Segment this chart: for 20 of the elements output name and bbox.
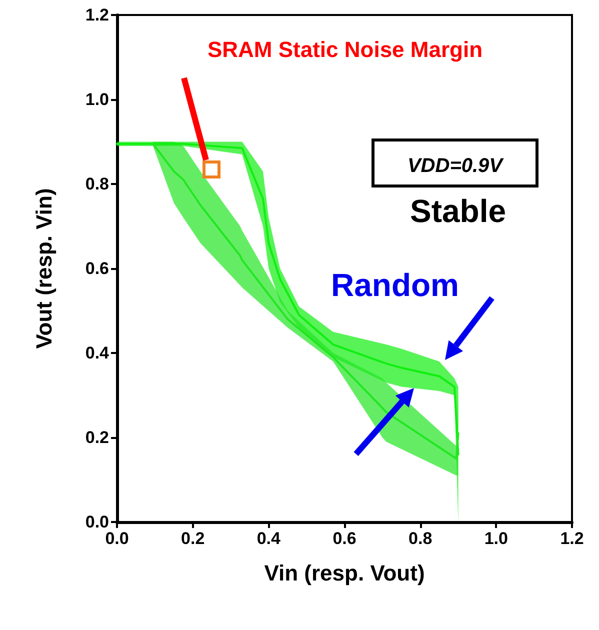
- y-tick-label: 1.2: [85, 6, 109, 24]
- annotation: Random: [331, 267, 459, 303]
- annotation: Stable: [410, 193, 506, 229]
- y-axis-title: Vout (resp. Vin): [32, 188, 56, 349]
- x-tick-label: 0.8: [408, 529, 432, 548]
- y-tick-label: 1.0: [85, 90, 109, 109]
- y-tick-label: 0.0: [85, 512, 109, 532]
- x-tick-label: 1.2: [560, 529, 584, 548]
- x-tick-label: 1.0: [484, 529, 508, 548]
- x-tick-label: 0.4: [256, 529, 282, 548]
- x-tick-label: 0.0: [105, 529, 129, 548]
- x-axis-title: Vin (resp. Vout): [264, 560, 425, 586]
- y-tick-label: 0.6: [85, 259, 109, 278]
- annotation: SRAM Static Noise Margin: [207, 37, 483, 62]
- x-tick-label: 0.2: [181, 529, 205, 548]
- x-tick-label: 0.6: [332, 529, 356, 548]
- y-tick-label: 0.2: [85, 428, 109, 447]
- y-tick-label: 0.4: [85, 344, 110, 362]
- y-tick-label: 0.8: [85, 174, 109, 194]
- annotation: VDD=0.9V: [407, 155, 504, 177]
